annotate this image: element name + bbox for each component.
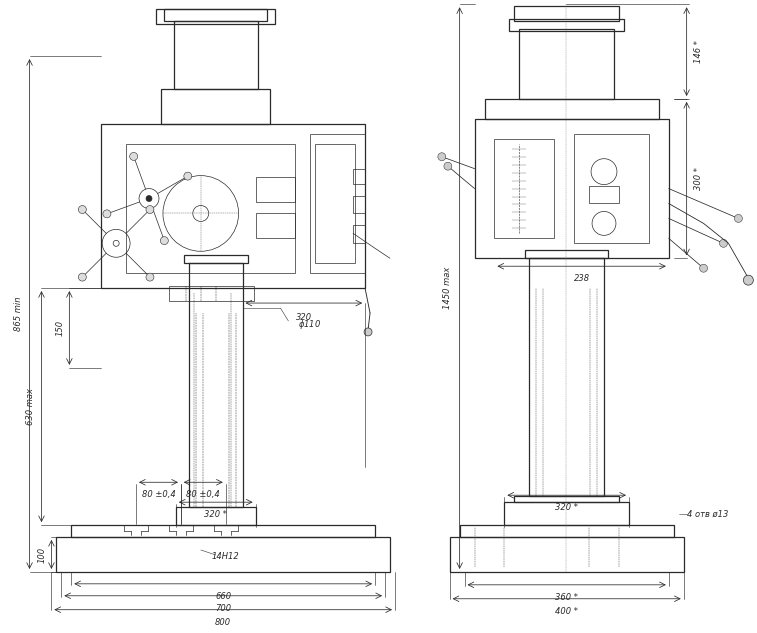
Text: 320: 320 (296, 313, 312, 322)
Text: 150: 150 (55, 320, 64, 336)
Bar (126, 144, 295, 273)
Text: 320 *: 320 * (204, 510, 227, 519)
Bar (515, 496, 619, 502)
Circle shape (146, 196, 152, 201)
Text: 14H12: 14H12 (212, 553, 239, 561)
Bar (164, 9, 267, 22)
Text: 865 min: 865 min (14, 297, 23, 331)
Bar (71, 525, 375, 537)
Circle shape (364, 328, 372, 336)
Text: 360 *: 360 * (555, 592, 578, 602)
Circle shape (743, 275, 753, 285)
Text: 800: 800 (215, 618, 231, 627)
Bar (101, 124, 365, 288)
Bar (525, 250, 608, 258)
Bar (184, 255, 248, 263)
Text: 80 ±0,4: 80 ±0,4 (186, 490, 220, 499)
Bar (574, 134, 649, 243)
Text: 300 *: 300 * (693, 167, 702, 190)
Bar (188, 263, 242, 507)
Text: 4 отв ø13: 4 отв ø13 (687, 510, 728, 518)
Circle shape (184, 172, 192, 180)
Bar (315, 144, 355, 263)
Circle shape (734, 215, 743, 222)
Bar (174, 22, 257, 89)
Circle shape (79, 206, 86, 213)
Bar (475, 119, 668, 258)
Text: 630 max: 630 max (26, 388, 35, 425)
Bar (494, 139, 554, 239)
Text: 100: 100 (37, 546, 46, 563)
Bar (529, 258, 604, 496)
Circle shape (719, 239, 727, 248)
Bar (161, 89, 270, 124)
Text: $\phi$110: $\phi$110 (298, 318, 322, 332)
Circle shape (79, 273, 86, 281)
Bar (256, 213, 295, 239)
Circle shape (444, 162, 452, 170)
Circle shape (103, 210, 111, 218)
Bar (589, 185, 619, 203)
Bar (504, 502, 629, 525)
Bar (57, 537, 390, 572)
Bar (353, 225, 365, 243)
Text: 146 *: 146 * (693, 40, 702, 63)
Circle shape (699, 264, 708, 272)
Bar (353, 168, 365, 184)
Bar (156, 9, 276, 24)
Bar (353, 196, 365, 213)
Bar (509, 20, 624, 31)
Circle shape (146, 206, 154, 213)
Bar (484, 99, 659, 119)
Bar (459, 525, 674, 537)
Bar (310, 134, 365, 273)
Bar (169, 286, 254, 301)
Text: 1450 max: 1450 max (443, 267, 452, 310)
Text: 700: 700 (215, 604, 231, 613)
Text: 660: 660 (215, 592, 231, 601)
Circle shape (129, 153, 138, 160)
Text: 320 *: 320 * (555, 503, 578, 512)
Text: 80 ±0,4: 80 ±0,4 (142, 490, 176, 499)
Bar (519, 29, 614, 99)
Text: 400 *: 400 * (555, 606, 578, 616)
Bar (176, 507, 256, 525)
Text: 238: 238 (574, 274, 590, 283)
Bar (515, 6, 619, 22)
Circle shape (146, 273, 154, 281)
Bar (256, 177, 295, 201)
Circle shape (160, 237, 168, 244)
Circle shape (438, 153, 446, 161)
Bar (450, 537, 684, 572)
